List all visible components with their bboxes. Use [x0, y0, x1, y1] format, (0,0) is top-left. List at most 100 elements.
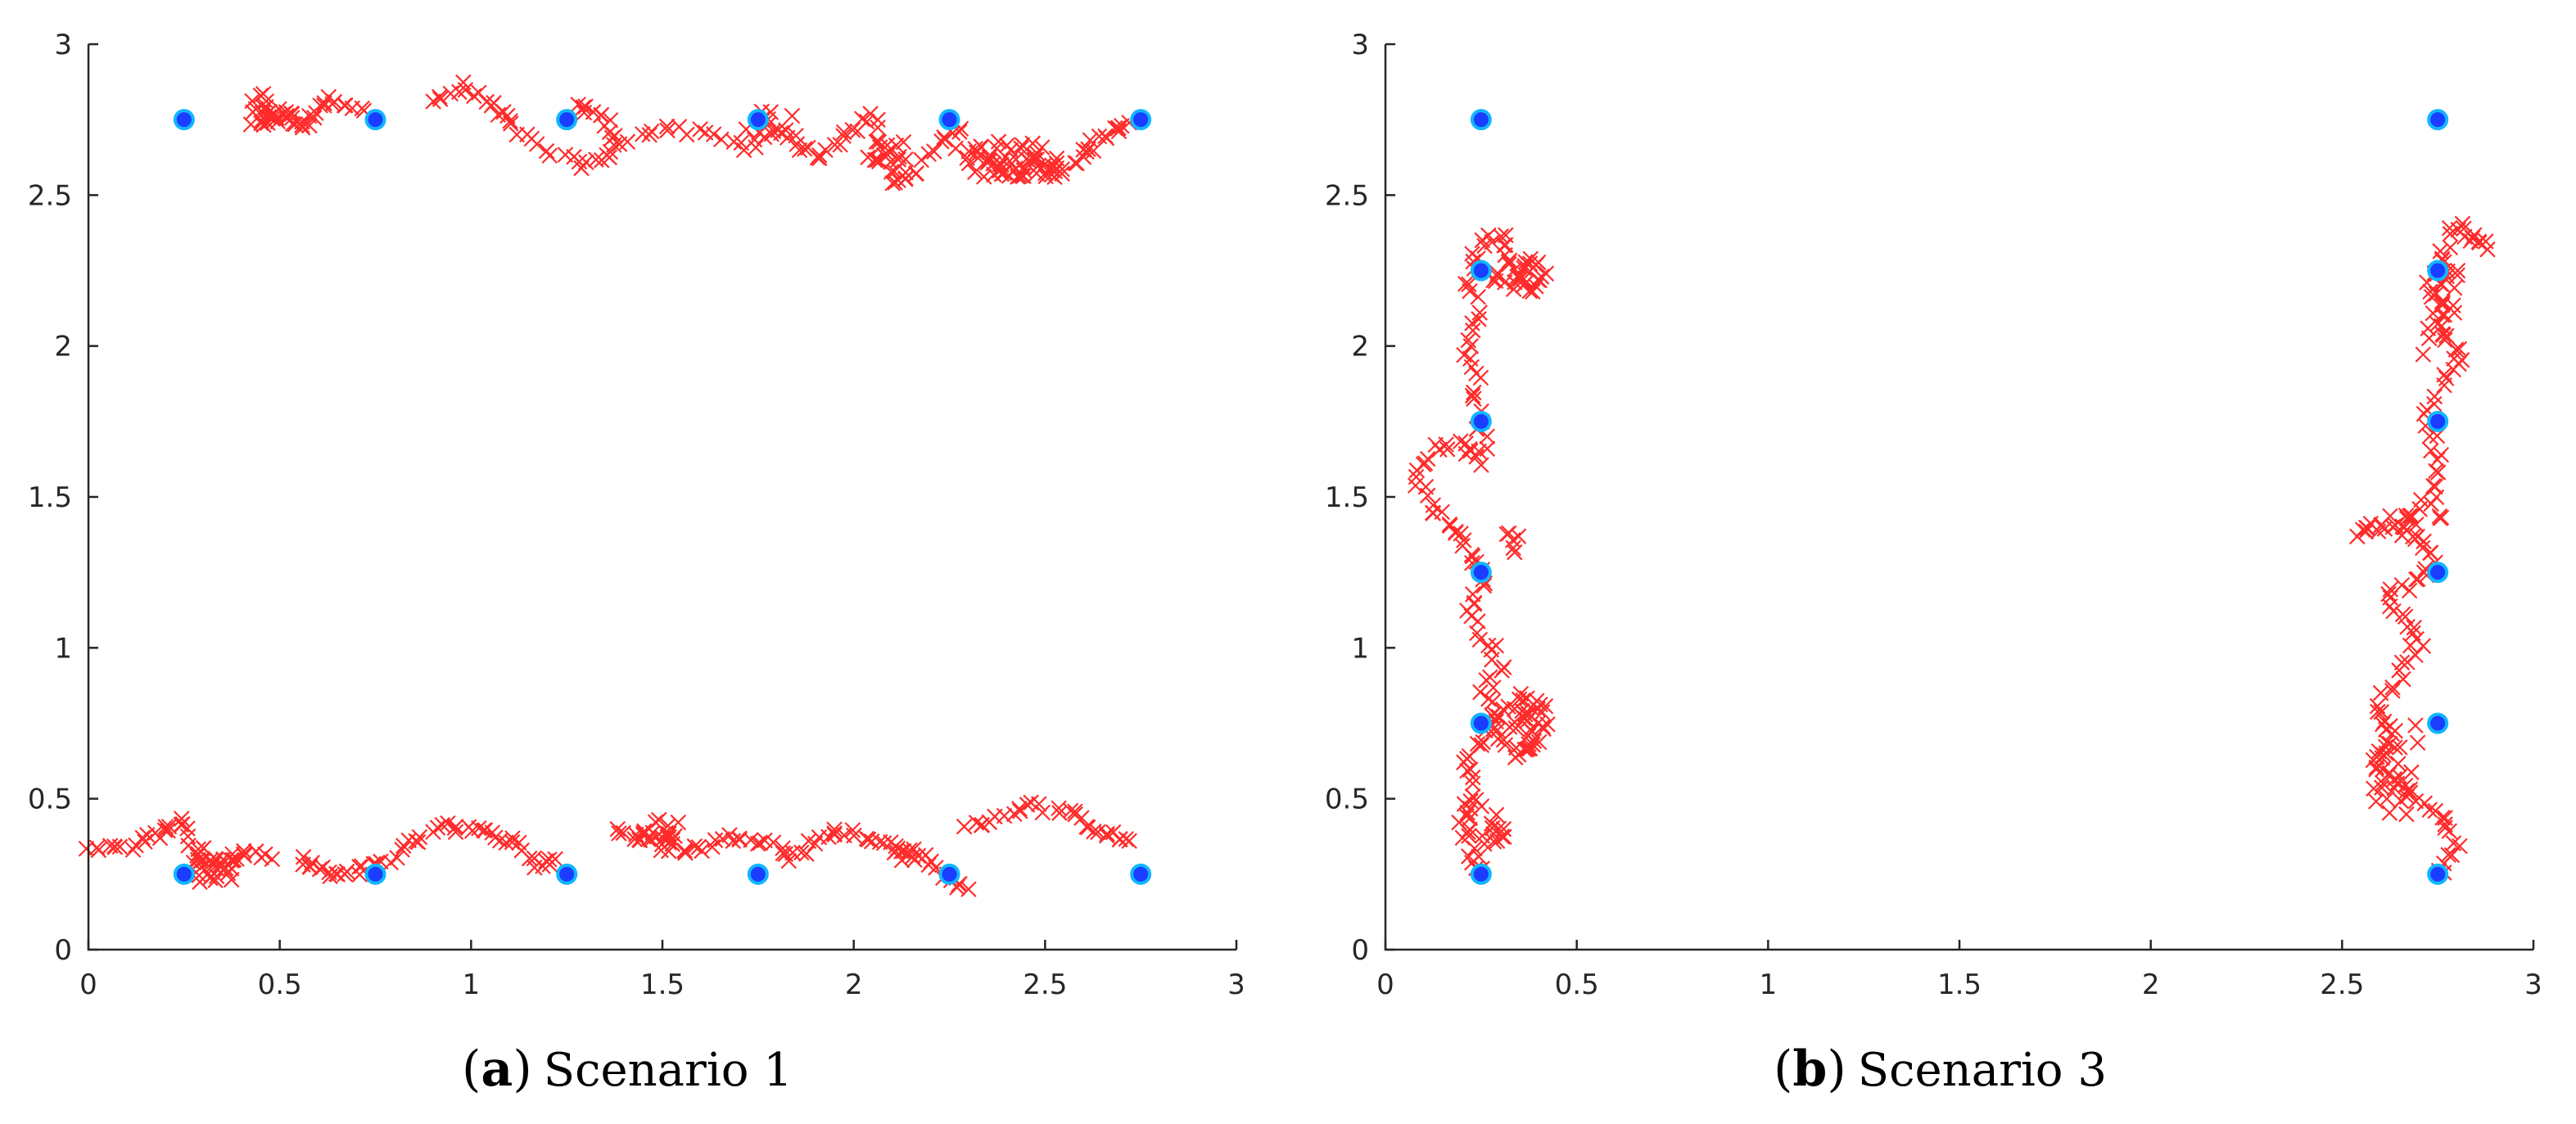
y-tick-label: 0.5 [1325, 783, 1369, 816]
y-tick-label: 0 [54, 934, 72, 967]
trajectory-point [1473, 457, 1489, 473]
trajectory-point [1464, 775, 1481, 792]
trajectory-point [670, 814, 687, 831]
trajectory-point [2392, 739, 2408, 756]
trajectory-point [2438, 370, 2455, 386]
trajectory-point [659, 122, 676, 139]
trajectory-point [686, 838, 703, 855]
trajectory-point [429, 819, 446, 836]
trajectory-point [2479, 241, 2496, 258]
trajectory-point [2382, 581, 2399, 598]
trajectory-point [643, 123, 660, 140]
y-tick-label: 3 [1351, 29, 1369, 61]
trajectory-point [993, 156, 1010, 174]
trajectory-point [2434, 326, 2451, 342]
trajectory-point [1479, 440, 1496, 457]
trajectory-point [2429, 464, 2447, 481]
trajectory-point [1481, 669, 1498, 686]
trajectory-point [690, 839, 707, 855]
trajectory-point [705, 126, 722, 142]
x-tick-label: 1.5 [1937, 968, 1982, 1001]
trajectory-point [1028, 165, 1045, 182]
trajectory-point [2412, 491, 2429, 508]
trajectory-point [1461, 276, 1477, 293]
anchor-node [556, 863, 578, 885]
trajectory-point [257, 846, 273, 863]
trajectory-point [2437, 810, 2453, 826]
trajectory-point [2382, 508, 2398, 525]
trajectory-point [2423, 288, 2440, 305]
trajectory-point [1484, 819, 1501, 837]
trajectory-point [746, 131, 763, 148]
trajectory-point [1488, 637, 1505, 654]
trajectory-point [1425, 497, 1442, 513]
trajectory-point [1471, 311, 1487, 327]
trajectory-point [1419, 450, 1436, 467]
trajectory-point [1472, 684, 1489, 701]
y-tick-label: 0.5 [28, 783, 72, 816]
trajectory-point [679, 126, 695, 143]
trajectory-point [432, 88, 448, 106]
trajectory-point [731, 831, 748, 848]
trajectory-point [1462, 821, 1478, 838]
trajectory-point [471, 819, 487, 837]
trajectory-point [1464, 387, 1481, 404]
trajectory-point [1460, 332, 1477, 349]
trajectory-point [2398, 806, 2415, 823]
trajectory-point [1453, 526, 1469, 542]
x-tick-label: 3 [1227, 968, 1245, 1001]
trajectory-point [2393, 654, 2411, 671]
trajectory-point [2373, 779, 2390, 796]
trajectory-point [2401, 582, 2418, 599]
trajectory-point [2442, 225, 2459, 242]
trajectory-point [1441, 516, 1458, 533]
trajectory-point [1488, 806, 1505, 824]
trajectory-point [1496, 274, 1513, 291]
anchor-node [1470, 863, 1492, 885]
trajectory-point [2407, 792, 2425, 810]
trajectory-point [1470, 288, 1486, 305]
trajectory-point [1456, 346, 1472, 363]
anchor-node [556, 109, 578, 131]
trajectory-point [601, 149, 618, 166]
trajectory-point [2349, 528, 2366, 545]
trajectory-point [990, 133, 1007, 150]
trajectory-point [778, 122, 794, 138]
trajectory-point [502, 115, 519, 132]
trajectory-point [870, 120, 886, 136]
anchor-node [364, 109, 386, 131]
trajectory-point [1466, 390, 1482, 407]
panel-b-axis-lines [1384, 44, 2533, 951]
x-tick-label: 0.5 [1555, 968, 1599, 1001]
trajectory-point [2393, 576, 2411, 594]
trajectory-point [2402, 508, 2418, 525]
trajectory-point [224, 846, 241, 863]
trajectory-point [2384, 679, 2401, 696]
trajectory-point [1496, 828, 1512, 846]
trajectory-point [1468, 449, 1485, 465]
trajectory-point [2414, 539, 2431, 557]
x-tick-label: 1.5 [640, 968, 685, 1001]
trajectory-point [979, 154, 996, 171]
trajectory-point [1408, 468, 1425, 485]
trajectory-point [858, 830, 875, 847]
trajectory-point [634, 125, 651, 142]
anchor-node [1130, 109, 1152, 131]
trajectory-point [1034, 804, 1051, 821]
trajectory-point [1015, 168, 1032, 184]
trajectory-point [264, 851, 281, 868]
trajectory-point [2426, 388, 2443, 405]
trajectory-point [1530, 715, 1547, 732]
trajectory-point [2369, 697, 2386, 715]
trajectory-point [937, 131, 953, 148]
trajectory-point [2422, 544, 2439, 561]
trajectory-point [1457, 445, 1475, 463]
trajectory-point [784, 107, 801, 124]
trajectory-point [844, 822, 861, 838]
trajectory-point [1078, 143, 1095, 160]
trajectory-point [411, 828, 428, 846]
trajectory-point [2429, 316, 2446, 332]
anchor-node [2427, 562, 2449, 584]
trajectory-point [295, 849, 312, 865]
trajectory-point [974, 138, 990, 156]
